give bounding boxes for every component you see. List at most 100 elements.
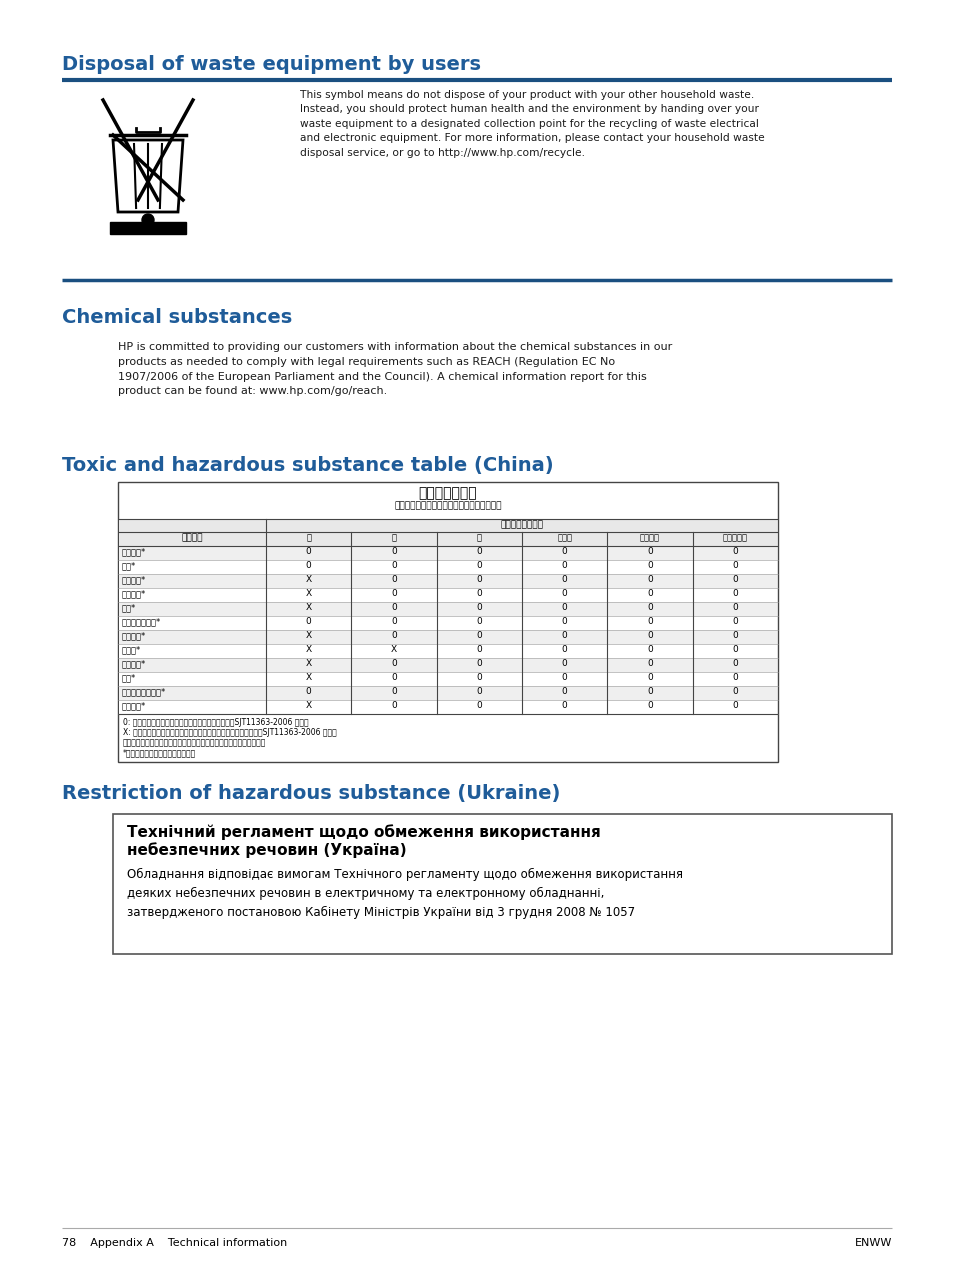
Text: 0: 0 bbox=[561, 673, 567, 682]
Text: X: X bbox=[305, 631, 312, 640]
Text: 有毒有害物质元素: 有毒有害物质元素 bbox=[500, 519, 543, 530]
Text: 自动双面打印系统*: 自动双面打印系统* bbox=[122, 687, 166, 696]
Text: 0: 表示该部件所有均质中该有毒有害物质的含量均在SJT11363-2006 的限制: 0: 表示该部件所有均质中该有毒有害物质的含量均在SJT11363-2006 的… bbox=[123, 718, 309, 726]
Text: 0: 0 bbox=[476, 673, 481, 682]
Text: 0: 0 bbox=[306, 547, 312, 556]
Text: 0: 0 bbox=[561, 547, 567, 556]
Text: Restriction of hazardous substance (Ukraine): Restriction of hazardous substance (Ukra… bbox=[62, 784, 559, 803]
Bar bbox=[119, 546, 776, 560]
Text: 钓: 钓 bbox=[306, 533, 311, 542]
Text: 0: 0 bbox=[732, 701, 738, 710]
Text: 驱动模块*: 驱动模块* bbox=[122, 631, 146, 640]
Text: 汞: 汞 bbox=[391, 533, 396, 542]
Text: 0: 0 bbox=[476, 701, 481, 710]
Text: 0: 0 bbox=[646, 547, 652, 556]
Text: 0: 0 bbox=[476, 589, 481, 598]
Text: 0: 0 bbox=[561, 617, 567, 626]
Text: 电池*: 电池* bbox=[122, 673, 136, 682]
Text: 0: 0 bbox=[391, 547, 396, 556]
Text: 0: 0 bbox=[391, 659, 396, 668]
Text: X: 表示该部件所用均质中少一种包含的该有毒有害物质，含量高于SJT11363-2006 的限制: X: 表示该部件所用均质中少一种包含的该有毒有害物质，含量高于SJT11363-… bbox=[123, 728, 336, 737]
Bar bbox=[119, 602, 776, 616]
Text: 0: 0 bbox=[732, 631, 738, 640]
Text: Технічний регламент щодо обмеження використання: Технічний регламент щодо обмеження викор… bbox=[127, 824, 600, 839]
Text: 0: 0 bbox=[646, 603, 652, 612]
Text: 注：环保使用期限的参考标识取决于产品正常工作的温度和湿度等条件: 注：环保使用期限的参考标识取决于产品正常工作的温度和湿度等条件 bbox=[123, 738, 266, 747]
Text: X: X bbox=[305, 659, 312, 668]
Text: 0: 0 bbox=[391, 617, 396, 626]
Text: 0: 0 bbox=[732, 659, 738, 668]
Text: 0: 0 bbox=[646, 561, 652, 570]
Bar bbox=[119, 560, 776, 574]
Text: 0: 0 bbox=[476, 659, 481, 668]
Text: 0: 0 bbox=[732, 603, 738, 612]
Bar bbox=[119, 588, 776, 602]
Text: 六价铬: 六价铬 bbox=[557, 533, 572, 542]
Text: X: X bbox=[305, 701, 312, 710]
Text: 0: 0 bbox=[476, 631, 481, 640]
Text: 外部电源*: 外部电源* bbox=[122, 701, 146, 710]
Text: 0: 0 bbox=[476, 687, 481, 696]
Text: ENWW: ENWW bbox=[854, 1238, 891, 1248]
Text: 0: 0 bbox=[732, 617, 738, 626]
Bar bbox=[110, 222, 186, 234]
Text: 0: 0 bbox=[476, 617, 481, 626]
Text: 0: 0 bbox=[646, 645, 652, 654]
Text: X: X bbox=[305, 673, 312, 682]
Text: HP is committed to providing our customers with information about the chemical s: HP is committed to providing our custome… bbox=[118, 342, 672, 396]
Text: This symbol means do not dispose of your product with your other household waste: This symbol means do not dispose of your… bbox=[299, 90, 764, 157]
Text: 0: 0 bbox=[306, 617, 312, 626]
Text: 多溃联苯: 多溃联苯 bbox=[639, 533, 659, 542]
Text: 0: 0 bbox=[391, 687, 396, 696]
Text: 网络配件*: 网络配件* bbox=[122, 659, 146, 668]
Bar bbox=[119, 574, 776, 588]
Bar bbox=[119, 644, 776, 658]
Text: 0: 0 bbox=[391, 561, 396, 570]
Text: 0: 0 bbox=[306, 561, 312, 570]
Bar bbox=[112, 814, 891, 954]
Text: 多溃联联苯: 多溃联联苯 bbox=[722, 533, 747, 542]
Text: 电路*: 电路* bbox=[122, 561, 136, 570]
Text: 0: 0 bbox=[732, 575, 738, 584]
Text: 有毒有害物质表: 有毒有害物质表 bbox=[418, 486, 476, 500]
Text: 内容打印机墨盒*: 内容打印机墨盒* bbox=[122, 617, 161, 626]
Text: X: X bbox=[305, 589, 312, 598]
Text: 0: 0 bbox=[476, 575, 481, 584]
Text: 0: 0 bbox=[476, 603, 481, 612]
Text: 扫描仪*: 扫描仪* bbox=[122, 645, 141, 654]
Text: 外表组件*: 外表组件* bbox=[122, 547, 146, 556]
Text: 0: 0 bbox=[476, 561, 481, 570]
Bar bbox=[119, 700, 776, 714]
Text: 0: 0 bbox=[561, 645, 567, 654]
Text: 0: 0 bbox=[391, 589, 396, 598]
Text: 根据中国（电子信息产品污染控制管理办法）: 根据中国（电子信息产品污染控制管理办法） bbox=[394, 500, 501, 511]
Text: 0: 0 bbox=[391, 631, 396, 640]
Text: Chemical substances: Chemical substances bbox=[62, 309, 292, 326]
Text: 0: 0 bbox=[732, 589, 738, 598]
Text: 零件描述: 零件描述 bbox=[181, 533, 203, 542]
Text: X: X bbox=[305, 575, 312, 584]
Text: 0: 0 bbox=[732, 687, 738, 696]
Text: 0: 0 bbox=[476, 547, 481, 556]
Text: 0: 0 bbox=[561, 687, 567, 696]
Text: 0: 0 bbox=[732, 673, 738, 682]
Text: 0: 0 bbox=[561, 603, 567, 612]
Text: 0: 0 bbox=[732, 547, 738, 556]
Bar bbox=[119, 672, 776, 686]
Text: 打印系统*: 打印系统* bbox=[122, 589, 146, 598]
Text: 0: 0 bbox=[391, 701, 396, 710]
Text: 0: 0 bbox=[391, 575, 396, 584]
Text: 0: 0 bbox=[646, 687, 652, 696]
Text: 0: 0 bbox=[561, 575, 567, 584]
Bar bbox=[119, 519, 776, 546]
Text: 0: 0 bbox=[306, 687, 312, 696]
Text: Toxic and hazardous substance table (China): Toxic and hazardous substance table (Chi… bbox=[62, 456, 553, 475]
Text: 0: 0 bbox=[391, 603, 396, 612]
Text: 0: 0 bbox=[646, 659, 652, 668]
Text: 0: 0 bbox=[646, 631, 652, 640]
Text: 0: 0 bbox=[646, 673, 652, 682]
Text: 0: 0 bbox=[732, 561, 738, 570]
Text: Disposal of waste equipment by users: Disposal of waste equipment by users bbox=[62, 55, 480, 74]
Text: небезпечних речовин (Україна): небезпечних речовин (Україна) bbox=[127, 842, 406, 857]
Text: 0: 0 bbox=[476, 645, 481, 654]
